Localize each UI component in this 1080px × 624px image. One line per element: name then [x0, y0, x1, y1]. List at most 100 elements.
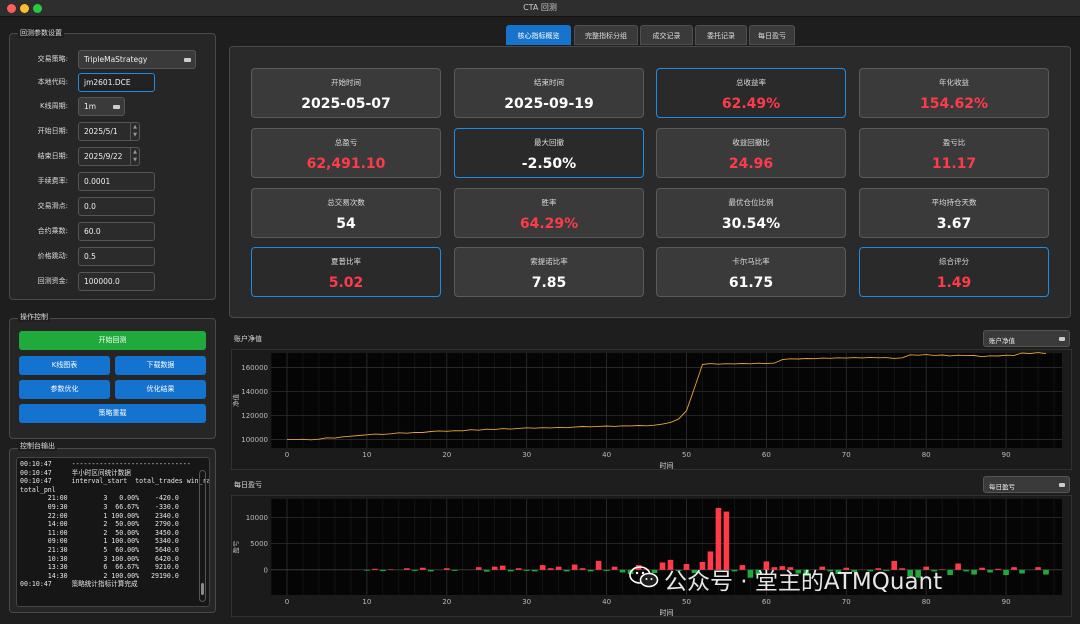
param-label: 交易滑点:: [37, 202, 68, 210]
y-tick-label: 0: [264, 566, 268, 574]
metric-title: 卡尔马比率: [732, 257, 770, 266]
x-tick-label: 70: [842, 598, 851, 606]
y-axis-label: 盈亏: [232, 540, 240, 554]
console-group-title: 控制台输出: [18, 441, 57, 451]
pnl-bar: [955, 563, 961, 570]
metric-card: 收益回撤比 24.96: [656, 128, 846, 178]
metric-title: 总交易次数: [327, 198, 365, 207]
pnl-bar: [555, 566, 562, 570]
metric-card: 盈亏比 11.17: [859, 128, 1049, 178]
param-field-2[interactable]: 1m: [78, 97, 125, 116]
tab-1[interactable]: 完整指标分组: [574, 25, 638, 45]
param-field-3[interactable]: 2025/5/1 ▲ ▼: [78, 122, 140, 141]
y-axis-label: 净值: [231, 394, 240, 408]
tab-3[interactable]: 委托记录: [695, 25, 747, 45]
metric-card: 索提诺比率 7.85: [454, 247, 644, 297]
pnl-bar: [404, 568, 410, 570]
pnl-bar: [795, 569, 802, 574]
pnl-bar: [803, 569, 810, 577]
tab-2[interactable]: 成交记录: [640, 25, 693, 45]
console-line: 09:00 1 100.00% 5340.0: [20, 537, 179, 546]
download-data-button[interactable]: 下载数据: [115, 356, 206, 375]
pnl-bar: [1011, 567, 1017, 570]
optimize-result-button[interactable]: 优化结果: [115, 380, 206, 399]
param-optimize-button[interactable]: 参数优化: [19, 380, 110, 399]
param-field-8[interactable]: 0.5: [78, 247, 155, 266]
metric-value: -2.50%: [521, 156, 577, 172]
equity-selector-value: 账户净值: [989, 337, 1015, 345]
console-line: 14:00 2 50.00% 2790.0: [20, 520, 179, 529]
strategy-reload-button[interactable]: 策略重载: [19, 404, 206, 423]
metric-card: 总交易次数 54: [251, 188, 441, 238]
metric-value: 61.75: [728, 275, 774, 291]
param-value: 0.0001: [84, 177, 111, 186]
pnl-bar: [971, 569, 977, 575]
console-output[interactable]: 00:10:47 ------------------------------ 0…: [16, 457, 210, 607]
pnl-panel-title: 每日盈亏: [234, 481, 262, 489]
chevron-down-icon: [184, 58, 191, 62]
pnl-bar: [547, 568, 554, 570]
pnl-bar: [364, 569, 370, 571]
pnl-bar: [507, 569, 514, 572]
param-field-1[interactable]: jm2601.DCE: [78, 73, 155, 92]
console-line: 10:30 3 100.00% 6420.0: [20, 554, 179, 563]
pnl-bar: [707, 551, 714, 570]
pnl-bar: [515, 568, 522, 570]
param-field-7[interactable]: 60.0: [78, 222, 155, 241]
metric-card: 最优仓位比例 30.54%: [656, 188, 846, 238]
x-tick-label: 30: [522, 598, 531, 606]
metric-value: 2025-05-07: [301, 96, 391, 112]
param-field-9[interactable]: 100000.0: [78, 272, 155, 291]
equity-panel-title: 账户净值: [234, 335, 262, 343]
spin-arrows-icon[interactable]: ▲ ▼: [130, 148, 139, 165]
console-line: total_pnl: [20, 485, 56, 494]
pnl-bar: [571, 564, 578, 570]
param-value: 2025/5/1: [84, 127, 118, 136]
metric-value: 30.54%: [721, 216, 781, 232]
param-field-0[interactable]: TripleMaStrategy: [78, 50, 196, 69]
x-tick-label: 60: [762, 451, 771, 459]
param-field-4[interactable]: 2025/9/22 ▲ ▼: [78, 147, 140, 166]
minimize-window-button[interactable]: [20, 4, 29, 13]
plot-area: [271, 499, 1062, 595]
pnl-bar: [843, 567, 850, 570]
param-value: 1m: [84, 102, 97, 111]
zoom-window-button[interactable]: [33, 4, 42, 13]
console-scroll-thumb[interactable]: [201, 583, 204, 595]
metric-value: 7.85: [531, 275, 567, 291]
pnl-bar: [899, 568, 905, 570]
metric-value: 11.17: [931, 156, 977, 172]
param-value: TripleMaStrategy: [84, 55, 148, 64]
spin-arrows-icon[interactable]: ▲ ▼: [130, 123, 139, 140]
start-backtest-button[interactable]: 开始回测: [19, 331, 206, 350]
metric-card: 总盈亏 62,491.10: [251, 128, 441, 178]
chevron-down-icon: [113, 105, 120, 109]
x-tick-label: 80: [922, 598, 931, 606]
tab-0[interactable]: 核心指标概览: [506, 25, 571, 45]
metric-title: 开始时间: [331, 78, 361, 87]
metric-title: 结束时间: [534, 78, 564, 87]
pnl-bar: [428, 569, 434, 572]
param-field-6[interactable]: 0.0: [78, 197, 155, 216]
kline-chart-button[interactable]: K线图表: [19, 356, 110, 375]
metric-card: 夏普比率 5.02: [251, 247, 441, 297]
pnl-bar: [867, 569, 874, 572]
console-scrollbar[interactable]: [199, 470, 206, 602]
x-tick-label: 10: [362, 451, 371, 459]
pnl-bar: [819, 566, 826, 570]
equity-chart: 0 10 20 30 40 50 60 70 80 90 100000 120000 140000 160…: [231, 349, 1072, 470]
param-field-5[interactable]: 0.0001: [78, 172, 155, 191]
x-axis-label: 时间: [660, 461, 674, 470]
pnl-bar: [923, 566, 929, 570]
metric-card: 结束时间 2025-09-19: [454, 68, 644, 118]
metric-title: 索提诺比率: [530, 257, 568, 266]
tab-4[interactable]: 每日盈亏: [749, 25, 795, 45]
pnl-selector[interactable]: 每日盈亏: [983, 476, 1070, 493]
close-window-button[interactable]: [7, 4, 16, 13]
x-tick-label: 0: [285, 451, 289, 459]
equity-selector[interactable]: 账户净值: [983, 330, 1070, 347]
console-line: 00:10:47 策略统计指标计算完成: [20, 580, 138, 589]
watermark-text: 公众号 · 堂主的ATMQuant: [664, 569, 943, 595]
x-tick-label: 20: [442, 598, 451, 606]
metric-title: 最优仓位比例: [728, 198, 774, 207]
